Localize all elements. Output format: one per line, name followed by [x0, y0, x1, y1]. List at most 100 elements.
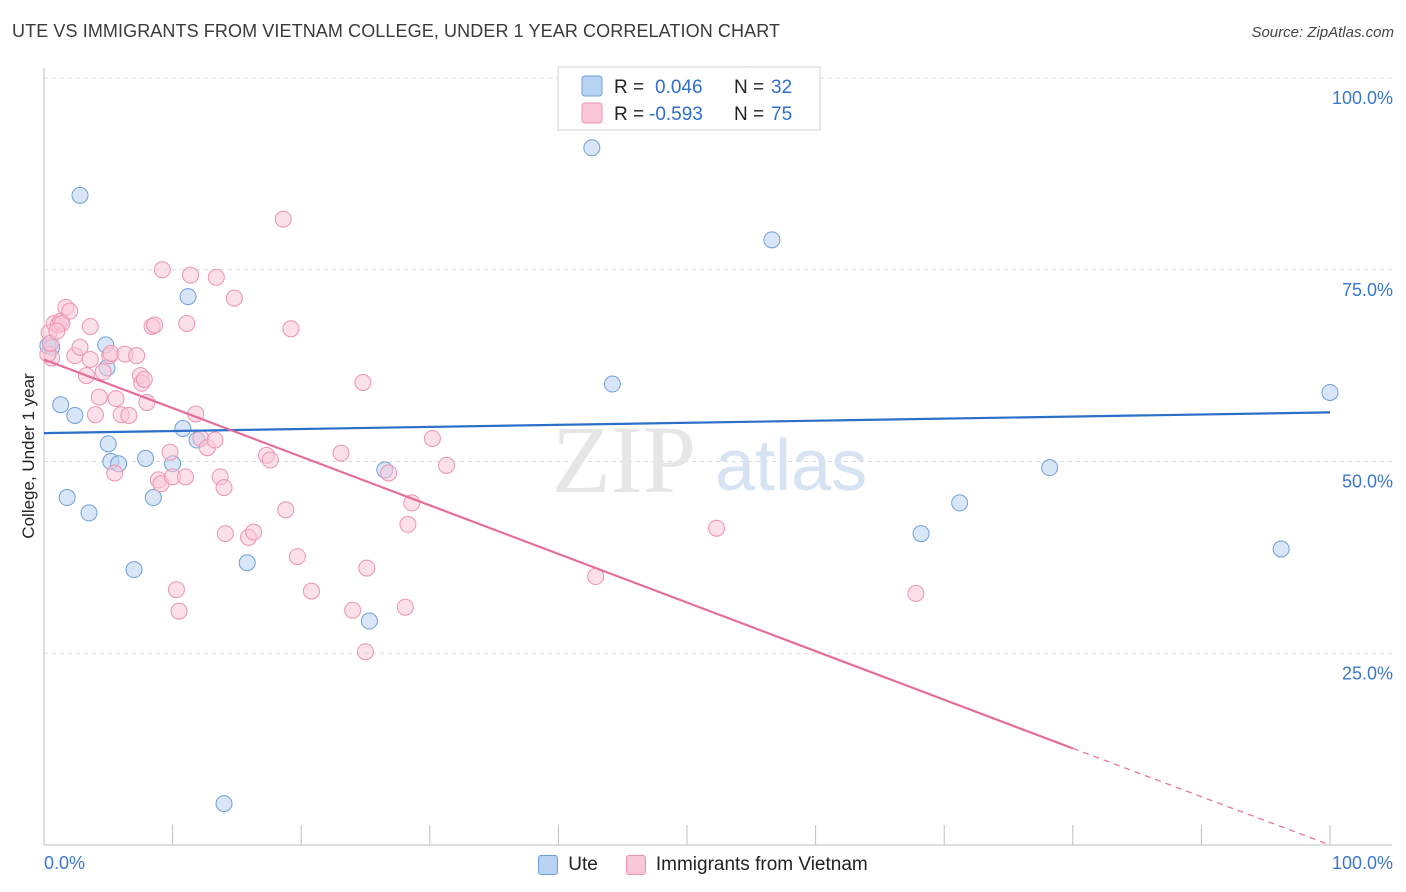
ute-point-10	[125, 561, 143, 579]
y-tick-labels: 100.0% 75.0% 50.0% 25.0%	[1332, 88, 1393, 683]
vietnam-point-47	[216, 525, 234, 543]
bottom-legend-ute-label: Ute	[568, 854, 598, 875]
ute-point-2	[58, 489, 76, 507]
vietnam-point-38	[178, 314, 196, 332]
vietnam-point-18	[106, 464, 124, 482]
vietnam-point-61	[357, 643, 374, 661]
vietnam-point-70	[708, 519, 726, 537]
bottom-legend-vietnam-swatch	[625, 855, 646, 875]
ute-point-29	[1321, 383, 1339, 401]
vietnam-point-67	[423, 429, 441, 447]
y-tick-label-0: 100.0%	[1332, 88, 1393, 108]
axes	[43, 68, 1392, 846]
vietnam-point-54	[277, 501, 295, 519]
vietnam-point-33	[161, 443, 179, 461]
chart-title: UTE VS IMMIGRANTS FROM VIETNAM COLLEGE, …	[12, 21, 781, 41]
ute-point-7	[99, 435, 117, 453]
vietnam-point-71	[907, 584, 925, 602]
legend-vietnam-n-label: N =	[734, 104, 764, 125]
vietnam-point-17	[102, 344, 120, 362]
vietnam-point-12	[81, 318, 99, 336]
vietnam-points	[39, 210, 925, 661]
ute-point-26	[951, 494, 969, 512]
ute-point-17	[215, 795, 233, 813]
vietnam-point-23	[128, 347, 146, 365]
vietnam-point-52	[261, 451, 279, 469]
ute-point-1	[52, 396, 70, 414]
vietnam-point-15	[94, 363, 112, 381]
ute-point-25	[912, 525, 930, 543]
ute-trend-line	[43, 411, 1331, 435]
vietnam-point-46	[215, 479, 233, 497]
vietnam-point-35	[167, 581, 185, 599]
legend-vietnam-r-label: R =	[614, 104, 644, 125]
vietnam-point-37	[176, 468, 194, 486]
ute-point-21	[583, 139, 601, 157]
legend-vietnam-r-value: -0.593	[649, 104, 703, 125]
vietnam-point-64	[396, 598, 414, 616]
ute-point-12	[144, 489, 162, 507]
ute-point-15	[179, 288, 197, 306]
bottom-legend-vietnam: Immigrants from Vietnam	[625, 854, 868, 876]
vietnam-trend-extension	[1072, 747, 1331, 846]
vietnam-trend-line	[43, 358, 1074, 750]
watermark-atlas: atlas	[715, 426, 867, 506]
vietnam-point-62	[358, 559, 376, 577]
vietnam-point-53	[274, 210, 292, 228]
vietnam-point-43	[206, 431, 224, 449]
ute-point-18	[238, 554, 256, 572]
legend-swatch-vietnam	[581, 102, 603, 124]
vietnam-point-29	[146, 316, 164, 334]
bottom-legend-ute-swatch	[538, 855, 559, 875]
source-label: Source: ZipAtlas.com	[1251, 24, 1394, 41]
vietnam-point-14	[90, 388, 108, 406]
vietnam-point-68	[438, 456, 456, 474]
vietnam-point-50	[245, 523, 263, 541]
trend-lines	[43, 358, 1331, 846]
y-tick-label-2: 50.0%	[1342, 472, 1393, 492]
vietnam-point-58	[332, 444, 350, 462]
vietnam-point-60	[354, 373, 372, 391]
vietnam-point-19	[107, 390, 125, 408]
ute-point-11	[137, 449, 155, 467]
ute-point-14	[174, 420, 192, 438]
ute-point-3	[66, 406, 84, 424]
vietnam-point-55	[282, 320, 300, 338]
legend-ute-n-value: 32	[771, 77, 792, 98]
ute-point-5	[80, 504, 98, 522]
ute-point-22	[603, 375, 621, 393]
bottom-legend: Ute Immigrants from Vietnam	[0, 850, 1406, 880]
y-tick-label-1: 75.0%	[1342, 280, 1393, 300]
vietnam-point-9	[71, 338, 89, 356]
y-axis-title: College, Under 1 year	[19, 373, 38, 539]
vietnam-point-22	[120, 406, 138, 424]
ute-point-4	[71, 186, 89, 204]
bottom-legend-ute: Ute	[538, 854, 598, 876]
vietnam-point-63	[380, 464, 398, 482]
legend-box: R = 0.046 N = 32 R = -0.593 N = 75	[557, 66, 821, 131]
vietnam-point-57	[302, 582, 320, 600]
ute-point-19	[360, 612, 378, 630]
legend-ute-n-label: N =	[734, 77, 764, 98]
legend-vietnam-n-value: 75	[771, 104, 792, 125]
vietnam-point-56	[288, 548, 306, 566]
vietnam-point-13	[86, 406, 104, 424]
legend-swatch-ute	[581, 75, 603, 97]
vietnam-point-59	[344, 601, 362, 619]
vietnam-point-44	[207, 268, 225, 286]
x-tick-label-max: 100.0%	[1332, 853, 1393, 873]
vietnam-point-7	[61, 302, 79, 320]
ute-point-28	[1272, 540, 1290, 558]
bottom-legend-vietnam-label: Immigrants from Vietnam	[655, 854, 868, 875]
vietnam-point-48	[225, 289, 243, 307]
legend-ute-r-value: 0.046	[655, 77, 703, 98]
vietnam-point-36	[170, 602, 188, 620]
y-tick-label-3: 25.0%	[1342, 663, 1393, 683]
vietnam-point-26	[135, 370, 153, 388]
x-tick-label-min: 0.0%	[44, 853, 85, 873]
legend-ute-r-label: R =	[614, 77, 644, 98]
ute-point-24	[763, 231, 781, 249]
vietnam-point-74	[48, 322, 66, 340]
vietnam-point-65	[399, 515, 417, 533]
